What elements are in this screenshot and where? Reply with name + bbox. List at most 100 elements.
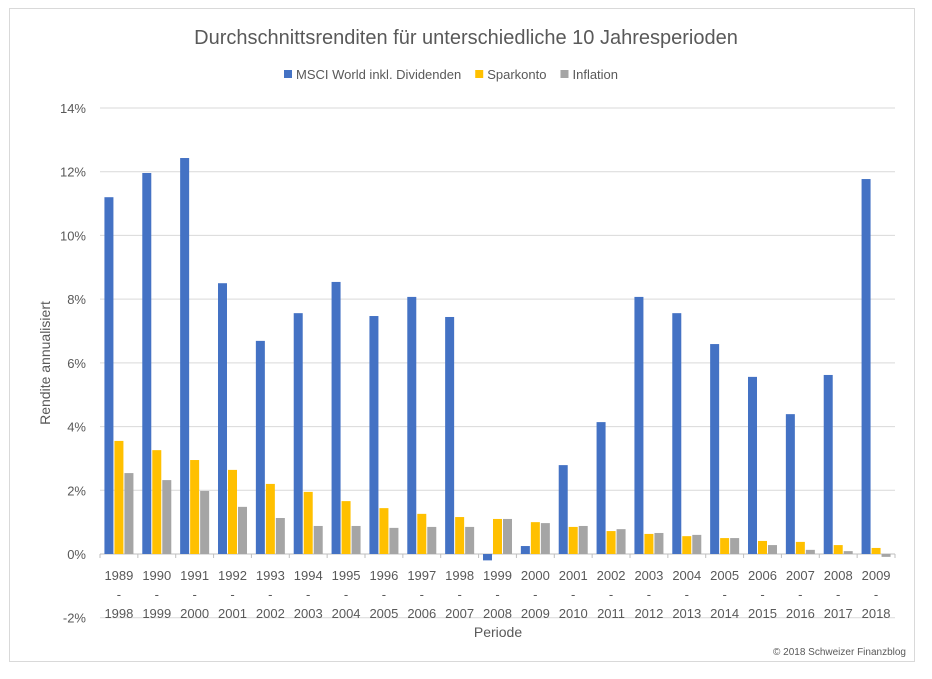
bar-sparkonto	[455, 517, 465, 554]
bar-msci-world-inkl-dividenden	[672, 313, 682, 554]
bar-sparkonto	[114, 440, 124, 554]
x-tick-label: 1993	[256, 568, 285, 583]
x-tick-label: -	[268, 587, 272, 602]
bar-sparkonto	[720, 538, 730, 554]
x-tick-label: 2004	[332, 606, 361, 621]
bar-msci-world-inkl-dividenden	[180, 158, 190, 554]
x-tick-label: 2003	[634, 568, 663, 583]
x-tick-label: 2006	[748, 568, 777, 583]
bar-msci-world-inkl-dividenden	[520, 546, 530, 554]
x-tick-label: -	[457, 587, 461, 602]
bar-sparkonto	[493, 518, 502, 554]
bar-inflation	[162, 480, 172, 554]
bar-msci-world-inkl-dividenden	[483, 554, 492, 561]
bars	[104, 158, 891, 561]
y-tick-label: 10%	[60, 228, 86, 243]
bar-sparkonto	[871, 547, 881, 554]
y-tick-label: 8%	[67, 292, 86, 307]
y-tick-label: 0%	[67, 547, 86, 562]
bar-sparkonto	[303, 491, 313, 554]
x-tick-label: 1989	[104, 568, 133, 583]
bar-inflation	[768, 545, 777, 554]
x-tick-label: -	[117, 587, 121, 602]
bar-msci-world-inkl-dividenden	[255, 340, 265, 554]
x-tick-label: -	[192, 587, 196, 602]
x-tick-label: -	[382, 587, 386, 602]
bar-inflation	[578, 525, 588, 554]
x-tick-label: -	[836, 587, 840, 602]
x-tick-label: -	[533, 587, 537, 602]
bar-sparkonto	[417, 513, 427, 554]
x-tick-label: 1992	[218, 568, 247, 583]
bar-inflation	[843, 551, 853, 554]
bar-inflation	[427, 526, 437, 554]
x-tick-label: -	[685, 587, 689, 602]
y-tick-label: 12%	[60, 165, 86, 180]
bar-inflation	[881, 554, 891, 557]
bar-msci-world-inkl-dividenden	[369, 316, 379, 554]
x-axis-label: Periode	[474, 624, 522, 640]
bar-msci-world-inkl-dividenden	[748, 376, 757, 554]
legend-swatch	[475, 70, 484, 78]
x-tick-label: 2009	[862, 568, 891, 583]
bar-msci-world-inkl-dividenden	[445, 316, 455, 554]
bar-msci-world-inkl-dividenden	[710, 344, 720, 554]
x-tick-label: -	[722, 587, 726, 602]
x-tick-label: 1990	[142, 568, 171, 583]
x-tick-label: -	[495, 587, 499, 602]
y-tick-label: 14%	[60, 101, 86, 116]
x-tick-label: 1999	[483, 568, 512, 583]
bar-inflation	[389, 527, 399, 554]
x-tick-label: 2011	[597, 606, 625, 621]
x-tick-label: 2007	[786, 568, 815, 583]
x-tick-label: 2005	[369, 606, 398, 621]
x-tick-label: 2013	[672, 606, 701, 621]
bar-sparkonto	[682, 536, 692, 554]
bar-msci-world-inkl-dividenden	[861, 179, 871, 554]
bar-sparkonto	[341, 501, 351, 554]
x-tick-label: -	[874, 587, 878, 602]
x-tick-label: 1991	[180, 568, 209, 583]
y-tick-label: 2%	[67, 483, 86, 498]
bar-msci-world-inkl-dividenden	[823, 374, 833, 554]
y-tick-label: 4%	[67, 420, 86, 435]
x-tick-label: -	[760, 587, 764, 602]
bar-inflation	[616, 529, 626, 554]
x-tick-label: 2002	[597, 568, 626, 583]
legend-entry: Inflation	[572, 67, 618, 82]
legend-swatch	[560, 70, 569, 78]
y-tick-label: 6%	[67, 356, 86, 371]
x-tick-label: 1997	[407, 568, 436, 583]
x-tick-label: 1998	[104, 606, 133, 621]
chart-title: Durchschnittsrenditen für unterschiedlic…	[194, 27, 738, 49]
x-tick-label: -	[798, 587, 802, 602]
x-tick-label: 2012	[634, 606, 663, 621]
x-tick-label: 2010	[559, 606, 588, 621]
bar-msci-world-inkl-dividenden	[293, 313, 303, 554]
bar-sparkonto	[379, 508, 389, 554]
x-tick-label: 1999	[142, 606, 171, 621]
x-tick-label: 2017	[824, 606, 853, 621]
x-tick-label: 2005	[710, 568, 739, 583]
x-tick-label: 2000	[521, 568, 550, 583]
x-tick-label: 2016	[786, 606, 815, 621]
x-tick-label: 1996	[369, 568, 398, 583]
bar-inflation	[351, 525, 361, 554]
x-tick-label: -	[420, 587, 424, 602]
bar-inflation	[238, 506, 247, 554]
x-tick-label: 2004	[672, 568, 701, 583]
bar-inflation	[540, 523, 550, 554]
bar-sparkonto	[190, 460, 200, 554]
y-axis-label: Rendite annualisiert	[37, 301, 53, 425]
bar-sparkonto	[568, 526, 578, 554]
x-tick-label: 2006	[407, 606, 436, 621]
legend-entry: Sparkonto	[487, 67, 546, 82]
x-tick-label: 2015	[748, 606, 777, 621]
bar-inflation	[313, 525, 323, 554]
x-tick-label: 2001	[559, 568, 588, 583]
x-tick-label: -	[609, 587, 613, 602]
legend-entry: MSCI World inkl. Dividenden	[296, 67, 461, 82]
x-tick-label: 2018	[862, 606, 891, 621]
bar-sparkonto	[530, 522, 540, 554]
